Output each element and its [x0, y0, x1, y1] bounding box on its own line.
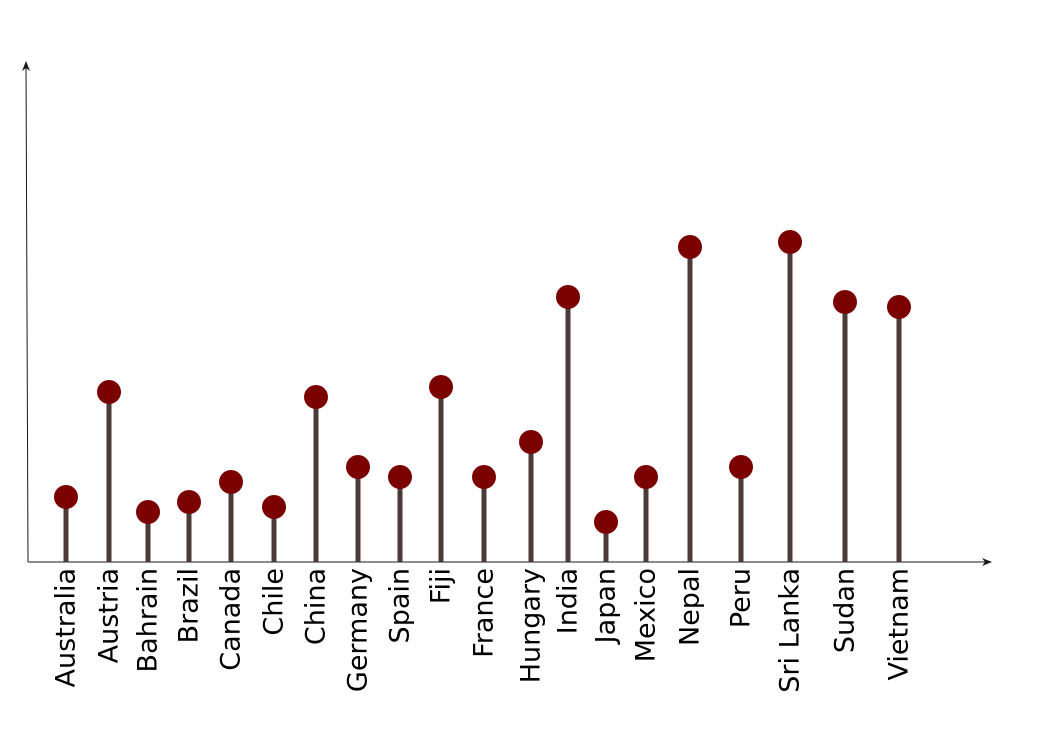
x-tick-label-sudan: Sudan: [830, 568, 861, 653]
x-tick-label-chile: Chile: [259, 568, 290, 636]
x-tick-label-germany: Germany: [343, 568, 374, 692]
marker-mexico: [634, 465, 658, 489]
x-tick-label-austria: Austria: [94, 568, 125, 663]
marker-spain: [388, 465, 412, 489]
x-tick-label-china: China: [301, 568, 332, 645]
marker-chile: [262, 495, 286, 519]
x-tick-label-peru: Peru: [726, 568, 757, 628]
stems-group: [63, 242, 902, 562]
marker-germany: [346, 455, 370, 479]
x-tick-label-fiji: Fiji: [426, 568, 457, 604]
marker-nepal: [678, 235, 702, 259]
y-axis: [22, 61, 31, 563]
x-tick-label-australia: Australia: [51, 568, 82, 687]
marker-canada: [219, 470, 243, 494]
marker-australia: [54, 485, 78, 509]
marker-vietnam: [887, 295, 911, 319]
marker-bahrain: [136, 500, 160, 524]
x-tick-label-hungary: Hungary: [516, 568, 547, 683]
marker-japan: [594, 510, 618, 534]
markers-group: [54, 230, 911, 534]
x-tick-label-france: France: [469, 568, 500, 658]
x-tick-label-bahrain: Bahrain: [133, 568, 164, 672]
x-tick-labels: Australia Austria Bahrain Brazil Canada Chile…: [51, 568, 915, 693]
x-tick-label-mexico: Mexico: [631, 568, 662, 662]
x-tick-label-sri-lanka: Sri Lanka: [775, 568, 806, 693]
marker-china: [304, 385, 328, 409]
x-tick-label-japan: Japan: [591, 568, 622, 645]
marker-brazil: [177, 490, 201, 514]
marker-france: [472, 465, 496, 489]
marker-hungary: [519, 430, 543, 454]
x-tick-label-canada: Canada: [216, 568, 247, 671]
marker-sudan: [833, 290, 857, 314]
x-tick-label-spain: Spain: [385, 568, 416, 643]
marker-sri-lanka: [778, 230, 802, 254]
marker-austria: [97, 380, 121, 404]
x-tick-label-brazil: Brazil: [174, 568, 205, 643]
marker-india: [556, 285, 580, 309]
marker-fiji: [429, 375, 453, 399]
x-tick-label-vietnam: Vietnam: [884, 568, 915, 681]
x-tick-label-nepal: Nepal: [675, 568, 706, 646]
marker-peru: [729, 455, 753, 479]
x-tick-label-india: India: [553, 568, 584, 634]
